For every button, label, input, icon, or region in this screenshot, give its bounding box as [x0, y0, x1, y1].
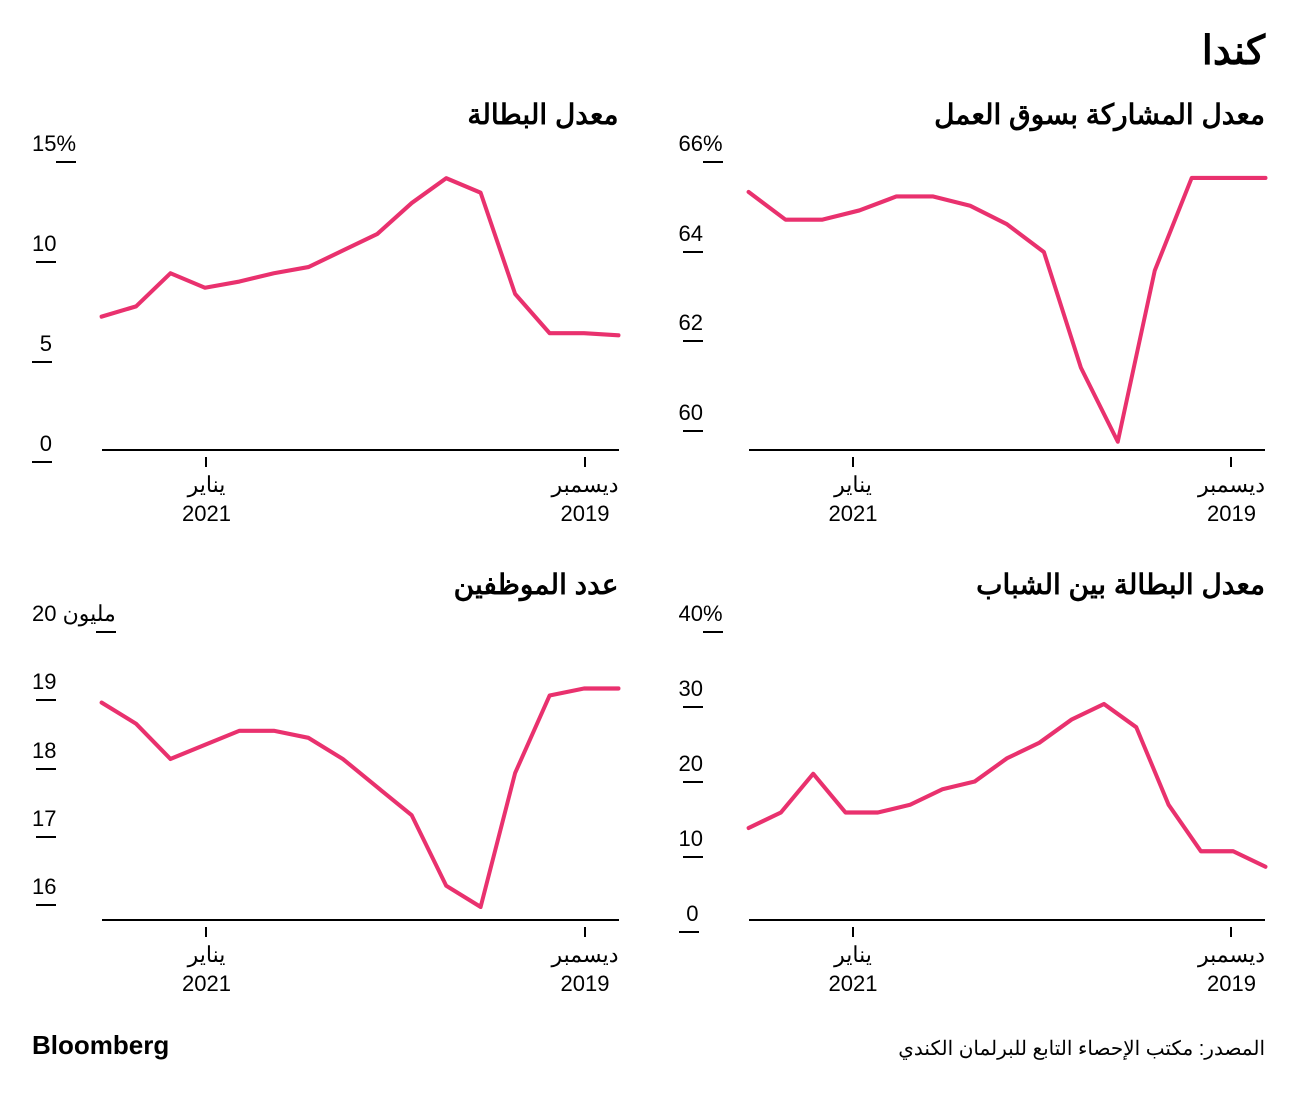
panel-employed: عدد الموظفين 1617181920 مليون ديسمبر2019 ين… [32, 568, 619, 998]
footer: المصدر: مكتب الإحصاء التابع للبرلمان الك… [32, 1030, 1265, 1061]
panel-unemployment: معدل البطالة 051015% ديسمبر2019 يناير2021 [32, 98, 619, 528]
x-axis-line [749, 449, 1266, 451]
x-tick-label: يناير2021 [829, 941, 878, 998]
x-tick-label: ديسمبر2019 [1198, 471, 1265, 528]
source-text: المصدر: مكتب الإحصاء التابع للبرلمان الك… [898, 1036, 1265, 1061]
x-axis: ديسمبر2019 يناير2021 [679, 457, 1266, 528]
x-tick: ديسمبر2019 [1198, 927, 1265, 998]
x-tick-label: يناير2021 [829, 471, 878, 528]
x-tick: ديسمبر2019 [1198, 457, 1265, 528]
x-tick-mark [1230, 457, 1232, 467]
x-axis-line [102, 449, 619, 451]
chart-svg [32, 611, 619, 921]
panel-youth: معدل البطالة بين الشباب010203040%ديسمبر2… [679, 568, 1266, 998]
x-axis-line [102, 919, 619, 921]
chart-plot: 1617181920 مليون [32, 611, 619, 921]
main-title: كندا [32, 28, 1265, 74]
series-line [748, 178, 1265, 442]
x-tick-mark [205, 927, 207, 937]
x-tick: ديسمبر2019 [551, 457, 618, 528]
chart-plot: 010203040% [679, 611, 1266, 921]
x-tick: ديسمبر2019 [551, 927, 618, 998]
chart-plot: 051015% [32, 141, 619, 451]
x-tick-label: ديسمبر2019 [551, 941, 618, 998]
panel-title: معدل المشاركة بسوق العمل [679, 98, 1266, 131]
chart-plot: 60626466% [679, 141, 1266, 451]
chart-svg [679, 141, 1266, 451]
x-tick: يناير2021 [829, 457, 878, 528]
x-tick-mark [852, 457, 854, 467]
x-axis-line [749, 919, 1266, 921]
panel-title: عدد الموظفين [32, 568, 619, 601]
x-tick-mark [584, 457, 586, 467]
chart-grid: معدل المشاركة بسوق العمل60626466%ديسمبر2… [32, 98, 1265, 998]
x-tick-label: ديسمبر2019 [551, 471, 618, 528]
x-tick: يناير2021 [829, 927, 878, 998]
chart-svg [679, 611, 1266, 921]
x-axis: ديسمبر2019 يناير2021 [679, 927, 1266, 998]
x-tick-label: يناير2021 [182, 941, 231, 998]
x-tick-label: يناير2021 [182, 471, 231, 528]
x-tick-mark [852, 927, 854, 937]
x-tick-mark [584, 927, 586, 937]
panel-title: معدل البطالة بين الشباب [679, 568, 1266, 601]
x-tick: يناير2021 [182, 927, 231, 998]
x-axis: ديسمبر2019 يناير2021 [32, 457, 619, 528]
panel-title: معدل البطالة [32, 98, 619, 131]
x-tick: يناير2021 [182, 457, 231, 528]
x-axis: ديسمبر2019 يناير2021 [32, 927, 619, 998]
panel-participation: معدل المشاركة بسوق العمل60626466%ديسمبر2… [679, 98, 1266, 528]
x-tick-label: ديسمبر2019 [1198, 941, 1265, 998]
series-line [748, 704, 1265, 867]
x-tick-mark [205, 457, 207, 467]
series-line [102, 689, 619, 907]
brand-logo: Bloomberg [32, 1030, 169, 1061]
series-line [102, 178, 619, 335]
chart-svg [32, 141, 619, 451]
x-tick-mark [1230, 927, 1232, 937]
